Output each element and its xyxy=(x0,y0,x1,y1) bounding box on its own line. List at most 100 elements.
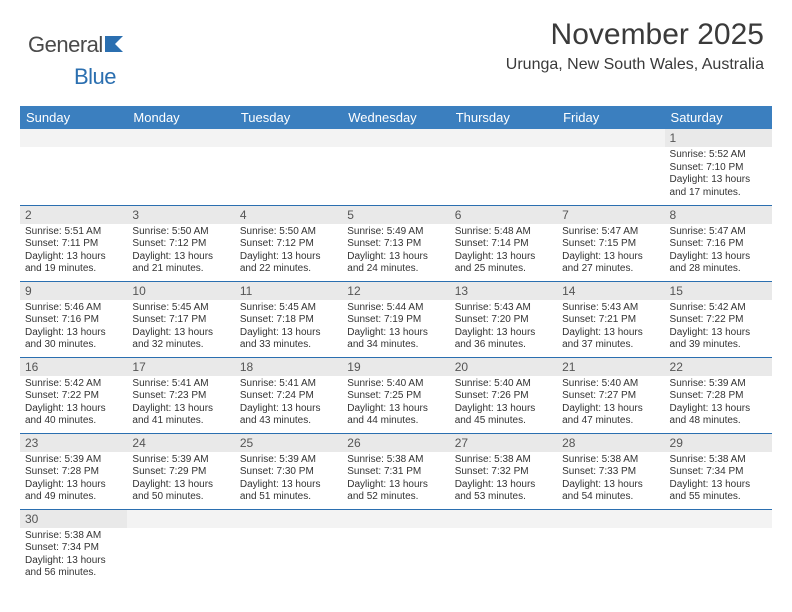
sunrise: Sunrise: 5:38 AM xyxy=(347,454,444,467)
sunrise: Sunrise: 5:45 AM xyxy=(240,302,337,315)
daylight: Daylight: 13 hours and 17 minutes. xyxy=(670,174,767,199)
day-header: Sunday xyxy=(20,106,127,129)
daylight: Daylight: 13 hours and 28 minutes. xyxy=(670,251,767,276)
calendar-cell: 23Sunrise: 5:39 AMSunset: 7:28 PMDayligh… xyxy=(20,433,127,509)
day-number: 5 xyxy=(342,206,449,224)
day-number xyxy=(450,510,557,528)
day-content: Sunrise: 5:43 AMSunset: 7:21 PMDaylight:… xyxy=(557,300,664,355)
calendar-cell: 13Sunrise: 5:43 AMSunset: 7:20 PMDayligh… xyxy=(450,281,557,357)
sunset: Sunset: 7:11 PM xyxy=(25,238,122,251)
day-number: 30 xyxy=(20,510,127,528)
day-number xyxy=(342,510,449,528)
day-number xyxy=(127,510,234,528)
day-number xyxy=(665,510,772,528)
daylight: Daylight: 13 hours and 36 minutes. xyxy=(455,327,552,352)
daylight: Daylight: 13 hours and 47 minutes. xyxy=(562,403,659,428)
sunrise: Sunrise: 5:45 AM xyxy=(132,302,229,315)
calendar-cell: 8 Sunrise: 5:47 AMSunset: 7:16 PMDaylight… xyxy=(665,205,772,281)
daylight: Daylight: 13 hours and 32 minutes. xyxy=(132,327,229,352)
day-content: Sunrise: 5:38 AMSunset: 7:34 PMDaylight:… xyxy=(665,452,772,507)
day-number: 24 xyxy=(127,434,234,452)
day-content: Sunrise: 5:40 AMSunset: 7:25 PMDaylight:… xyxy=(342,376,449,431)
day-number: 11 xyxy=(235,282,342,300)
sunset: Sunset: 7:16 PM xyxy=(670,238,767,251)
header: General Blue November 2025 Urunga, New S… xyxy=(0,0,792,100)
day-number: 2 xyxy=(20,206,127,224)
sunrise: Sunrise: 5:40 AM xyxy=(455,378,552,391)
day-number xyxy=(127,129,234,147)
calendar-cell xyxy=(127,129,234,205)
day-content: Sunrise: 5:39 AMSunset: 7:29 PMDaylight:… xyxy=(127,452,234,507)
sunset: Sunset: 7:33 PM xyxy=(562,466,659,479)
day-content: Sunrise: 5:50 AMSunset: 7:12 PMDaylight:… xyxy=(127,224,234,279)
sunset: Sunset: 7:30 PM xyxy=(240,466,337,479)
daylight: Daylight: 13 hours and 30 minutes. xyxy=(25,327,122,352)
calendar-cell: 28Sunrise: 5:38 AMSunset: 7:33 PMDayligh… xyxy=(557,433,664,509)
daylight: Daylight: 13 hours and 45 minutes. xyxy=(455,403,552,428)
sunset: Sunset: 7:21 PM xyxy=(562,314,659,327)
calendar-row: 16Sunrise: 5:42 AMSunset: 7:22 PMDayligh… xyxy=(20,357,772,433)
sunset: Sunset: 7:34 PM xyxy=(25,542,122,555)
calendar-cell xyxy=(342,509,449,585)
day-content: Sunrise: 5:44 AMSunset: 7:19 PMDaylight:… xyxy=(342,300,449,355)
sunrise: Sunrise: 5:39 AM xyxy=(670,378,767,391)
day-content: Sunrise: 5:39 AMSunset: 7:30 PMDaylight:… xyxy=(235,452,342,507)
sunset: Sunset: 7:25 PM xyxy=(347,390,444,403)
location: Urunga, New South Wales, Australia xyxy=(506,56,764,74)
day-content: Sunrise: 5:41 AMSunset: 7:24 PMDaylight:… xyxy=(235,376,342,431)
calendar-cell: 10 Sunrise: 5:45 AMSunset: 7:17 PMDayligh… xyxy=(127,281,234,357)
title-block: November 2025 Urunga, New South Wales, A… xyxy=(506,18,764,74)
day-number: 8 xyxy=(665,206,772,224)
day-number: 10 xyxy=(127,282,234,300)
daylight: Daylight: 13 hours and 27 minutes. xyxy=(562,251,659,276)
sunset: Sunset: 7:17 PM xyxy=(132,314,229,327)
daylight: Daylight: 13 hours and 25 minutes. xyxy=(455,251,552,276)
day-number: 15 xyxy=(665,282,772,300)
sunset: Sunset: 7:29 PM xyxy=(132,466,229,479)
day-number: 16 xyxy=(20,358,127,376)
day-number xyxy=(557,510,664,528)
calendar-cell xyxy=(20,129,127,205)
sunset: Sunset: 7:28 PM xyxy=(670,390,767,403)
daylight: Daylight: 13 hours and 34 minutes. xyxy=(347,327,444,352)
daylight: Daylight: 13 hours and 43 minutes. xyxy=(240,403,337,428)
sunrise: Sunrise: 5:52 AM xyxy=(670,149,767,162)
day-content: Sunrise: 5:42 AMSunset: 7:22 PMDaylight:… xyxy=(20,376,127,431)
calendar-cell: 29Sunrise: 5:38 AMSunset: 7:34 PMDayligh… xyxy=(665,433,772,509)
calendar-cell: 19Sunrise: 5:40 AMSunset: 7:25 PMDayligh… xyxy=(342,357,449,433)
day-number: 25 xyxy=(235,434,342,452)
day-number: 23 xyxy=(20,434,127,452)
day-number: 29 xyxy=(665,434,772,452)
sunrise: Sunrise: 5:46 AM xyxy=(25,302,122,315)
day-number: 6 xyxy=(450,206,557,224)
day-content: Sunrise: 5:38 AMSunset: 7:34 PMDaylight:… xyxy=(20,528,127,583)
day-header: Wednesday xyxy=(342,106,449,129)
day-number: 19 xyxy=(342,358,449,376)
day-header: Friday xyxy=(557,106,664,129)
calendar-cell: 14Sunrise: 5:43 AMSunset: 7:21 PMDayligh… xyxy=(557,281,664,357)
sunrise: Sunrise: 5:39 AM xyxy=(25,454,122,467)
day-number: 20 xyxy=(450,358,557,376)
calendar-table: SundayMondayTuesdayWednesdayThursdayFrid… xyxy=(20,106,772,585)
sunrise: Sunrise: 5:39 AM xyxy=(240,454,337,467)
day-content: Sunrise: 5:38 AMSunset: 7:32 PMDaylight:… xyxy=(450,452,557,507)
daylight: Daylight: 13 hours and 33 minutes. xyxy=(240,327,337,352)
sunrise: Sunrise: 5:38 AM xyxy=(562,454,659,467)
day-content: Sunrise: 5:39 AMSunset: 7:28 PMDaylight:… xyxy=(20,452,127,507)
calendar-cell: 15Sunrise: 5:42 AMSunset: 7:22 PMDayligh… xyxy=(665,281,772,357)
day-content: Sunrise: 5:49 AMSunset: 7:13 PMDaylight:… xyxy=(342,224,449,279)
day-number xyxy=(235,129,342,147)
day-content: Sunrise: 5:39 AMSunset: 7:28 PMDaylight:… xyxy=(665,376,772,431)
calendar-cell: 20Sunrise: 5:40 AMSunset: 7:26 PMDayligh… xyxy=(450,357,557,433)
sunrise: Sunrise: 5:51 AM xyxy=(25,226,122,239)
day-number: 21 xyxy=(557,358,664,376)
day-content: Sunrise: 5:38 AMSunset: 7:31 PMDaylight:… xyxy=(342,452,449,507)
day-content: Sunrise: 5:48 AMSunset: 7:14 PMDaylight:… xyxy=(450,224,557,279)
calendar-cell xyxy=(450,509,557,585)
sunrise: Sunrise: 5:47 AM xyxy=(670,226,767,239)
sunset: Sunset: 7:15 PM xyxy=(562,238,659,251)
day-header: Thursday xyxy=(450,106,557,129)
calendar-cell: 24Sunrise: 5:39 AMSunset: 7:29 PMDayligh… xyxy=(127,433,234,509)
day-number: 4 xyxy=(235,206,342,224)
day-content: Sunrise: 5:52 AMSunset: 7:10 PMDaylight:… xyxy=(665,147,772,202)
